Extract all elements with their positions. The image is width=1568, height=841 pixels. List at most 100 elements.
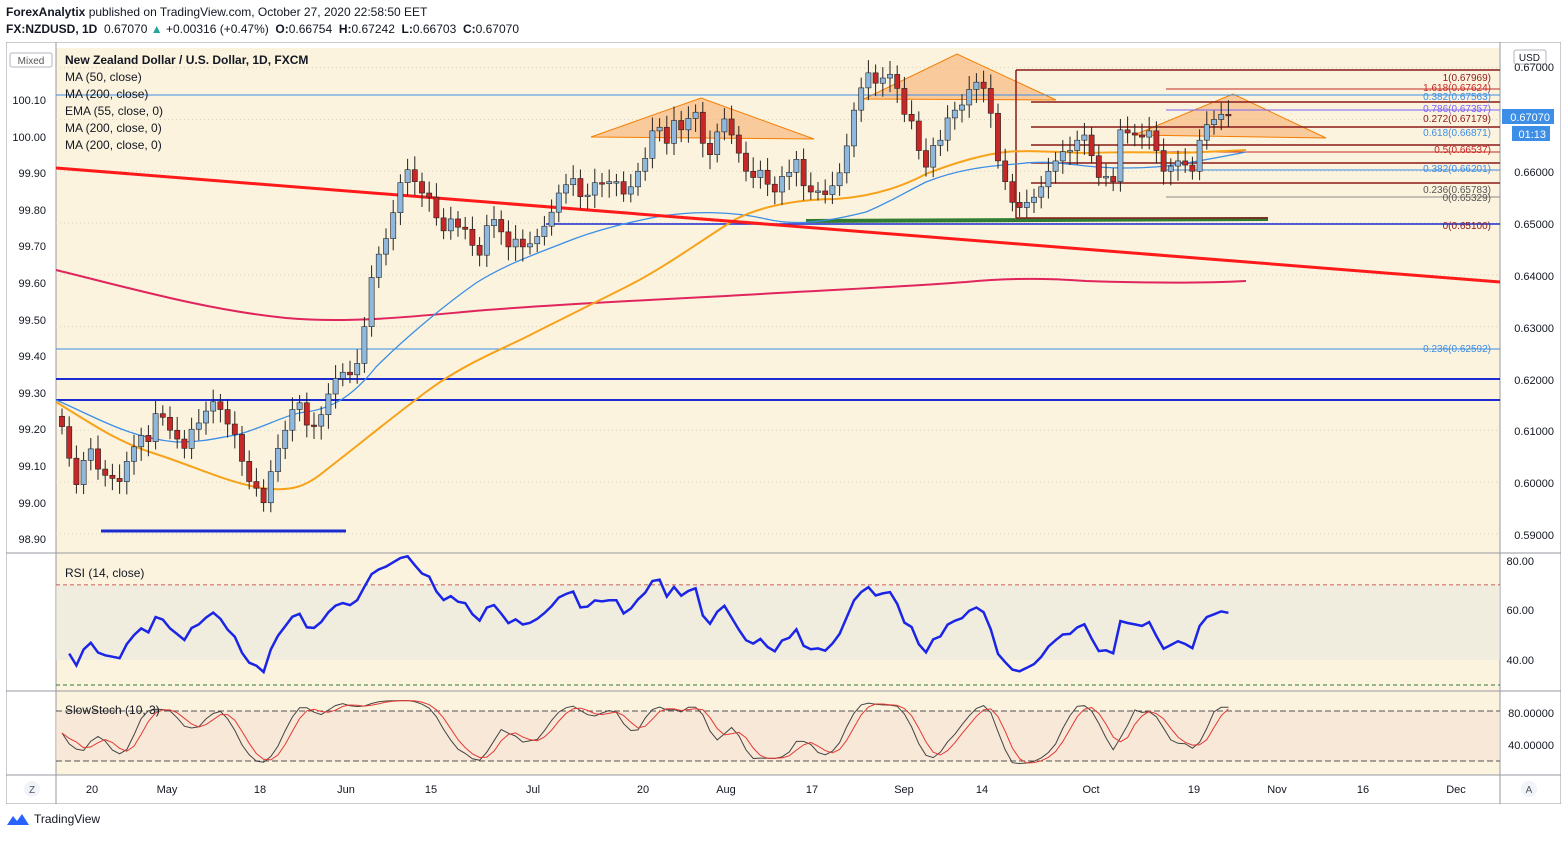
candle-down[interactable]	[433, 196, 440, 219]
candle-up[interactable]	[1218, 113, 1225, 120]
candle-up[interactable]	[483, 225, 490, 256]
candle-up[interactable]	[570, 178, 577, 186]
candle-up[interactable]	[1175, 160, 1181, 167]
candle-up[interactable]	[944, 117, 951, 141]
candle-down[interactable]	[469, 228, 476, 246]
candle-down[interactable]	[901, 88, 908, 115]
candle-up[interactable]	[656, 126, 663, 132]
candle-down[interactable]	[980, 81, 987, 89]
candle-up[interactable]	[80, 459, 87, 485]
candle-down[interactable]	[167, 416, 173, 431]
stoch-d-line[interactable]	[61, 700, 1229, 764]
candle-up[interactable]	[1074, 139, 1081, 151]
candle-down[interactable]	[987, 88, 994, 114]
candle-up[interactable]	[1031, 196, 1037, 203]
candle-up[interactable]	[491, 219, 497, 226]
candle-up[interactable]	[606, 181, 613, 185]
candle-down[interactable]	[181, 438, 188, 449]
candle-up[interactable]	[1117, 129, 1124, 182]
candle-down[interactable]	[577, 178, 584, 197]
candle-up[interactable]	[375, 253, 382, 278]
candle-up[interactable]	[203, 410, 209, 424]
candle-up[interactable]	[267, 471, 274, 504]
candle-down[interactable]	[159, 413, 166, 418]
stoch-pane-title[interactable]: SlowStoch (10, 3)	[65, 703, 160, 717]
candle-down[interactable]	[743, 152, 749, 172]
publisher-name[interactable]: ForexAnalytix	[6, 5, 86, 19]
candle-up[interactable]	[1059, 151, 1066, 162]
candle-up[interactable]	[1167, 165, 1174, 172]
candle-up[interactable]	[397, 182, 404, 214]
candle-up[interactable]	[152, 413, 159, 442]
candle-up[interactable]	[289, 409, 296, 431]
candle-down[interactable]	[419, 181, 425, 194]
candle-down[interactable]	[1139, 134, 1145, 138]
footer-brand[interactable]: TradingView	[34, 812, 101, 826]
candle-up[interactable]	[930, 145, 937, 168]
candle-up[interactable]	[296, 402, 303, 410]
candle-down[interactable]	[1182, 160, 1189, 166]
candle-up[interactable]	[1146, 130, 1153, 138]
candle-down[interactable]	[750, 170, 757, 178]
candle-up[interactable]	[779, 176, 785, 193]
indicator-legend[interactable]: MA (200, close, 0)	[65, 121, 162, 135]
candle-down[interactable]	[311, 424, 317, 427]
candle-down[interactable]	[764, 169, 771, 185]
candle-down[interactable]	[915, 120, 922, 151]
tradingview-logo-icon[interactable]	[6, 812, 30, 826]
candle-down[interactable]	[455, 218, 461, 228]
candle-down[interactable]	[735, 134, 742, 154]
candle-up[interactable]	[548, 211, 555, 227]
candle-down[interactable]	[995, 112, 1001, 162]
candle-up[interactable]	[613, 181, 620, 184]
candle-down[interactable]	[1016, 202, 1023, 208]
candle-down[interactable]	[908, 113, 915, 122]
candle-down[interactable]	[224, 409, 231, 425]
candle-up[interactable]	[836, 172, 843, 187]
candle-up[interactable]	[851, 109, 857, 147]
candle-down[interactable]	[728, 118, 735, 136]
zoom-left-button[interactable]	[24, 781, 40, 797]
candle-up[interactable]	[1081, 134, 1088, 141]
candle-up[interactable]	[541, 225, 548, 237]
rsi-scale[interactable]: 80.00 60.00 40.00	[1506, 556, 1534, 667]
candle-up[interactable]	[843, 145, 850, 174]
candle-down[interactable]	[498, 219, 505, 233]
candle-down[interactable]	[678, 120, 685, 131]
candle-down[interactable]	[440, 217, 447, 232]
ma200-line[interactable]	[55, 269, 1247, 321]
candle-down[interactable]	[426, 192, 433, 198]
currency-button[interactable]	[1513, 49, 1547, 65]
candle-down[interactable]	[217, 401, 224, 410]
candle-up[interactable]	[937, 139, 944, 146]
candle-up[interactable]	[757, 169, 764, 178]
descending-trendline[interactable]	[55, 166, 1501, 284]
candle-down[interactable]	[1088, 134, 1095, 157]
candle-down[interactable]	[1110, 176, 1117, 182]
candle-up[interactable]	[1045, 170, 1052, 188]
candle-up[interactable]	[404, 169, 411, 183]
candle-up[interactable]	[815, 190, 821, 193]
candle-down[interactable]	[59, 415, 65, 427]
candle-down[interactable]	[923, 150, 929, 168]
candle-down[interactable]	[1225, 113, 1232, 117]
candle-down[interactable]	[303, 402, 310, 426]
candle-up[interactable]	[563, 184, 569, 194]
candle-down[interactable]	[476, 245, 483, 256]
candle-down[interactable]	[174, 429, 181, 440]
candle-up[interactable]	[131, 446, 137, 462]
rsi-line[interactable]	[68, 554, 1229, 675]
indicator-legend[interactable]: MA (50, close)	[65, 70, 142, 84]
candle-up[interactable]	[671, 120, 677, 144]
candle-up[interactable]	[584, 194, 591, 197]
candle-down[interactable]	[347, 371, 353, 376]
candle-up[interactable]	[361, 326, 368, 364]
candle-up[interactable]	[627, 186, 634, 195]
candle-up[interactable]	[887, 74, 893, 79]
pattern-triangle[interactable]	[863, 53, 1057, 101]
candle-down[interactable]	[505, 231, 512, 248]
rsi-pane-title[interactable]: RSI (14, close)	[65, 566, 144, 580]
candle-up[interactable]	[959, 104, 965, 111]
candle-up[interactable]	[282, 429, 289, 449]
candle-up[interactable]	[1023, 202, 1030, 208]
